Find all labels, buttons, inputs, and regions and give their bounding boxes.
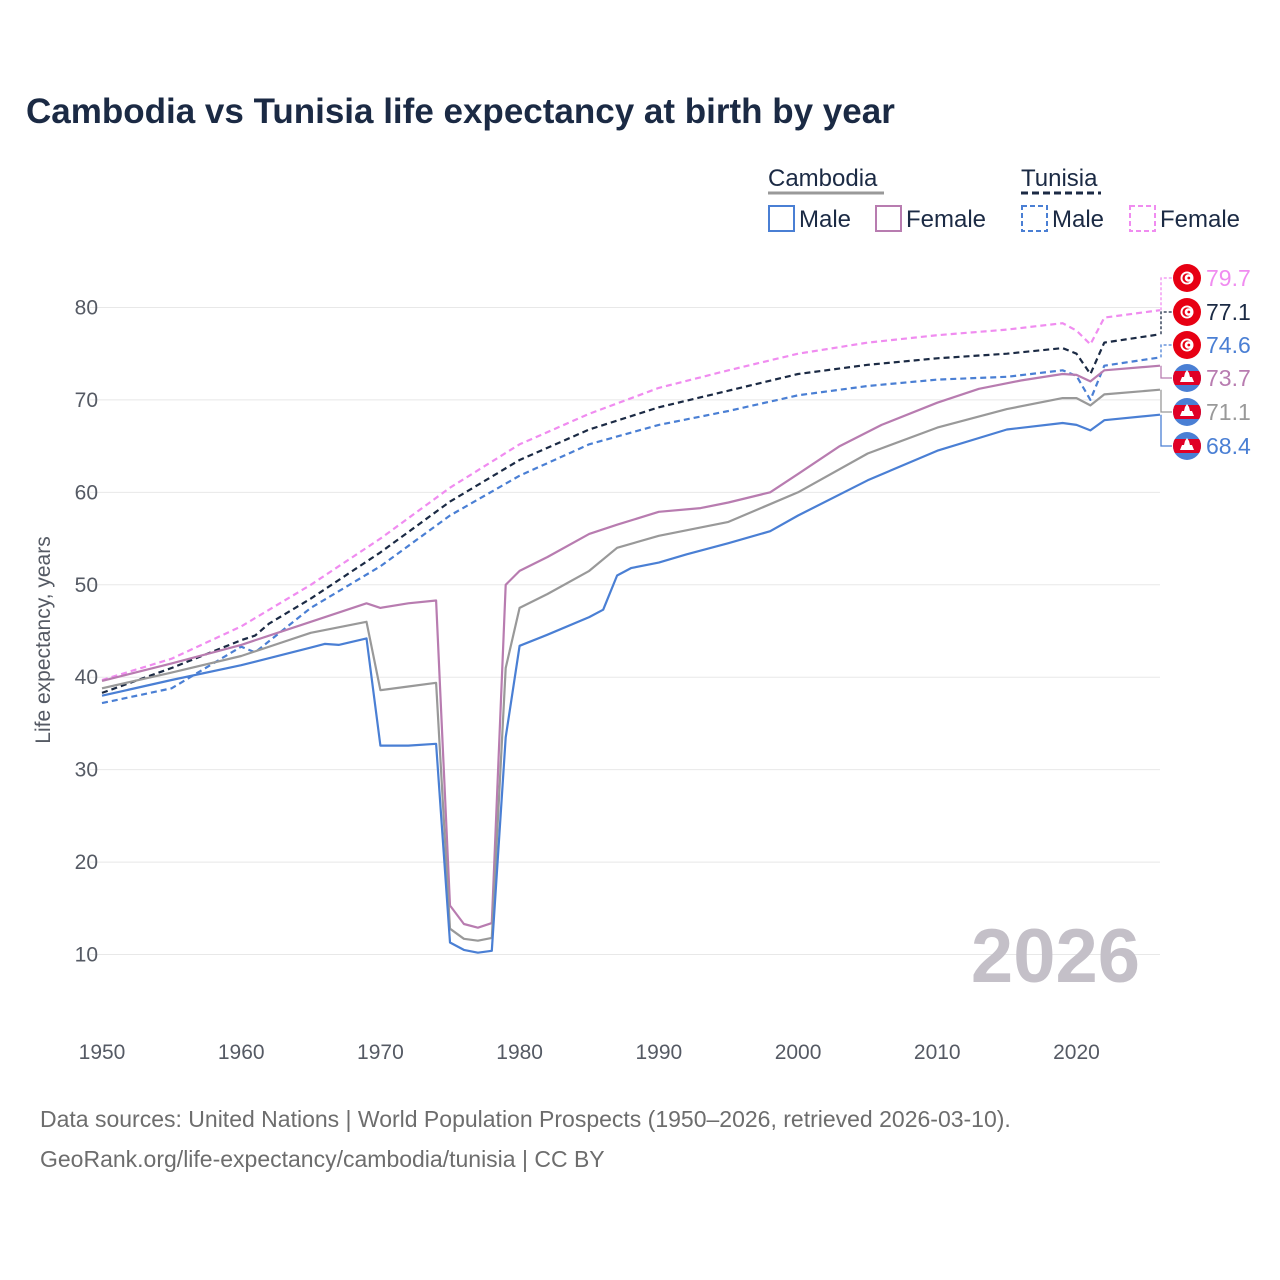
end-label-connector <box>1160 414 1172 447</box>
x-tick-label: 2010 <box>914 1041 961 1064</box>
y-tick-label: 30 <box>75 759 98 782</box>
legend-swatch <box>768 205 795 232</box>
end-label-value: 73.7 <box>1206 365 1251 391</box>
x-tick-label: 1950 <box>79 1041 126 1064</box>
y-tick-label: 70 <box>75 389 98 412</box>
source-url: GeoRank.org/life-expectancy/cambodia/tun… <box>40 1146 605 1172</box>
x-tick-label: 2020 <box>1053 1041 1100 1064</box>
series-line-tunisia-female <box>101 309 1161 682</box>
legend-group-tunisia: Tunisia <box>1021 165 1098 192</box>
legend-item-label: Male <box>1052 206 1104 233</box>
end-label-connector <box>1160 311 1172 335</box>
x-tick-label: 1990 <box>635 1041 682 1064</box>
end-labels: 79.7 77.1 74.6 73.7 71.1 68.4 <box>1160 264 1251 460</box>
legend-swatch <box>1129 205 1156 232</box>
end-label-connector <box>1160 344 1172 358</box>
cambodia-flag-icon <box>1173 364 1201 392</box>
legend-swatch <box>1021 205 1048 232</box>
legend-group-cambodia: Cambodia <box>768 165 878 192</box>
cambodia-flag-icon <box>1173 398 1201 426</box>
y-tick-label: 20 <box>75 851 98 874</box>
year-watermark: 2026 <box>971 914 1140 999</box>
end-label-value: 77.1 <box>1206 299 1251 325</box>
tunisia-flag-icon <box>1173 331 1201 359</box>
y-tick-label: 50 <box>75 574 98 597</box>
y-axis-title: Life expectancy, years <box>32 536 55 743</box>
series-lines <box>101 309 1161 954</box>
series-line-tunisia-total <box>101 333 1161 694</box>
tunisia-flag-icon <box>1173 264 1201 292</box>
end-label-connector <box>1160 389 1172 413</box>
legend-item-label: Female <box>1160 206 1240 233</box>
legend-swatch <box>875 205 902 232</box>
y-tick-label: 60 <box>75 481 98 504</box>
x-tick-label: 1980 <box>496 1041 543 1064</box>
source-note: Data sources: United Nations | World Pop… <box>40 1106 1011 1132</box>
series-line-cambodia-total <box>101 388 1161 942</box>
legend-item-label: Male <box>799 206 851 233</box>
legend-item-label: Female <box>906 206 986 233</box>
x-tick-label: 1970 <box>357 1041 404 1064</box>
legend: Cambodia Tunisia Male Female Male Female <box>768 165 1240 233</box>
x-tick-label: 2000 <box>775 1041 822 1064</box>
series-line-cambodia-male <box>101 413 1161 954</box>
series-line-cambodia-female <box>101 364 1161 929</box>
grid <box>90 306 1160 956</box>
y-tick-label: 80 <box>75 296 98 319</box>
x-tick-label: 1960 <box>218 1041 265 1064</box>
end-label-value: 68.4 <box>1206 433 1251 459</box>
end-label-value: 74.6 <box>1206 332 1251 358</box>
chart-title: Cambodia vs Tunisia life expectancy at b… <box>26 92 895 131</box>
series-line-tunisia-male <box>101 356 1161 705</box>
y-tick-label: 40 <box>75 666 98 689</box>
end-label-connector <box>1160 277 1172 311</box>
x-axis: 1950 1960 1970 1980 1990 2000 2010 2020 <box>79 1041 1100 1064</box>
cambodia-flag-icon <box>1173 432 1201 460</box>
end-label-value: 79.7 <box>1206 265 1251 291</box>
y-axis: 10 20 30 40 50 60 70 80 <box>75 296 98 966</box>
end-label-value: 71.1 <box>1206 399 1251 425</box>
end-label-connector <box>1160 365 1172 379</box>
tunisia-flag-icon <box>1173 298 1201 326</box>
y-tick-label: 10 <box>75 944 98 967</box>
